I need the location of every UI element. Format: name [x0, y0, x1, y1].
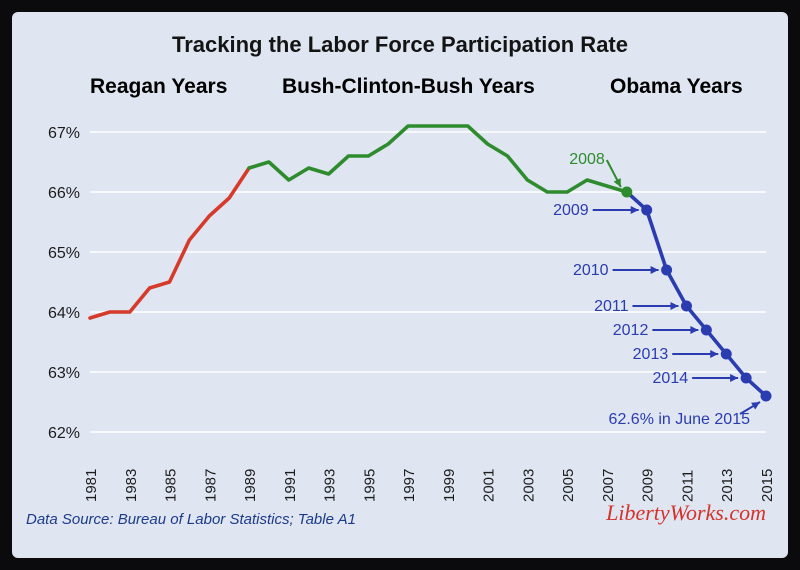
arrowhead: [650, 266, 659, 274]
annotation-label: 2011: [594, 298, 629, 315]
era-label-obama: Obama Years: [610, 75, 743, 98]
data-point: [680, 300, 692, 312]
arrowhead: [751, 402, 760, 410]
chart-frame: Tracking the Labor Force Participation R…: [12, 12, 788, 558]
data-point: [621, 186, 633, 198]
x-tick-label: 2013: [719, 469, 736, 502]
data-source-note: Data Source: Bureau of Labor Statistics;…: [26, 511, 356, 528]
arrowhead: [690, 326, 699, 334]
x-tick-label: 2015: [759, 469, 776, 502]
chart-title: Tracking the Labor Force Participation R…: [172, 32, 628, 57]
y-tick-label: 63%: [48, 365, 80, 382]
annotation-label: 2009: [553, 202, 589, 219]
annotation-label: 2008: [569, 151, 605, 168]
era-label-reagan: Reagan Years: [90, 75, 227, 98]
gridlines: [90, 131, 766, 433]
year-annotations: 2008 2009 2010 2011 2012 2013 2014 62.6% in Jun…: [553, 151, 761, 428]
era-label-bush-clinton-bush: Bush-Clinton-Bush Years: [282, 75, 535, 98]
series-line: [625, 190, 768, 398]
y-tick-label: 66%: [48, 185, 80, 202]
x-tick-label: 1997: [401, 469, 418, 502]
arrowhead: [630, 206, 639, 214]
x-tick-label: 1983: [123, 469, 140, 502]
x-tick-label: 2009: [640, 469, 657, 502]
annotation-label: 2012: [613, 322, 649, 339]
x-tick-label: 1995: [361, 469, 378, 502]
data-point: [760, 390, 772, 402]
x-axis-ticks: 1981 1983 1985 1987 1989 1991 1993 1995 1997 1999…: [83, 469, 776, 502]
arrowhead: [670, 302, 679, 310]
data-point: [700, 324, 712, 336]
y-tick-label: 65%: [48, 245, 80, 262]
y-axis-ticks: 67% 66% 65% 64% 63% 62%: [48, 125, 80, 442]
arrowhead: [730, 374, 739, 382]
y-tick-label: 64%: [48, 305, 80, 322]
x-tick-label: 2007: [600, 469, 617, 502]
series-points: [621, 186, 772, 402]
arrowhead: [710, 350, 719, 358]
x-tick-label: 2001: [481, 469, 498, 502]
series-line: [88, 166, 251, 320]
y-tick-label: 62%: [48, 425, 80, 442]
y-tick-label: 67%: [48, 125, 80, 142]
arrowhead: [613, 178, 621, 187]
chart-canvas: Tracking the Labor Force Participation R…: [26, 32, 776, 528]
x-tick-label: 1991: [282, 469, 299, 502]
x-tick-label: 2011: [679, 470, 696, 502]
x-tick-label: 1987: [202, 469, 219, 502]
data-point: [641, 204, 653, 216]
data-point: [661, 264, 673, 276]
annotation-label: 2013: [633, 346, 669, 363]
annotation-label: 2010: [573, 262, 609, 279]
x-tick-label: 2005: [560, 469, 577, 502]
brand-logo: LibertyWorks.com: [605, 500, 766, 525]
x-tick-label: 2003: [520, 469, 537, 502]
data-point: [720, 348, 732, 360]
data-point: [740, 372, 752, 384]
x-tick-label: 1989: [242, 469, 259, 502]
x-tick-label: 1999: [441, 469, 458, 502]
x-tick-label: 1985: [163, 469, 180, 502]
x-tick-label: 1993: [322, 469, 339, 502]
annotation-label: 62.6% in June 2015: [609, 411, 751, 428]
annotation-label: 2014: [653, 370, 689, 387]
x-tick-label: 1981: [83, 469, 100, 502]
series-line: [247, 124, 629, 194]
